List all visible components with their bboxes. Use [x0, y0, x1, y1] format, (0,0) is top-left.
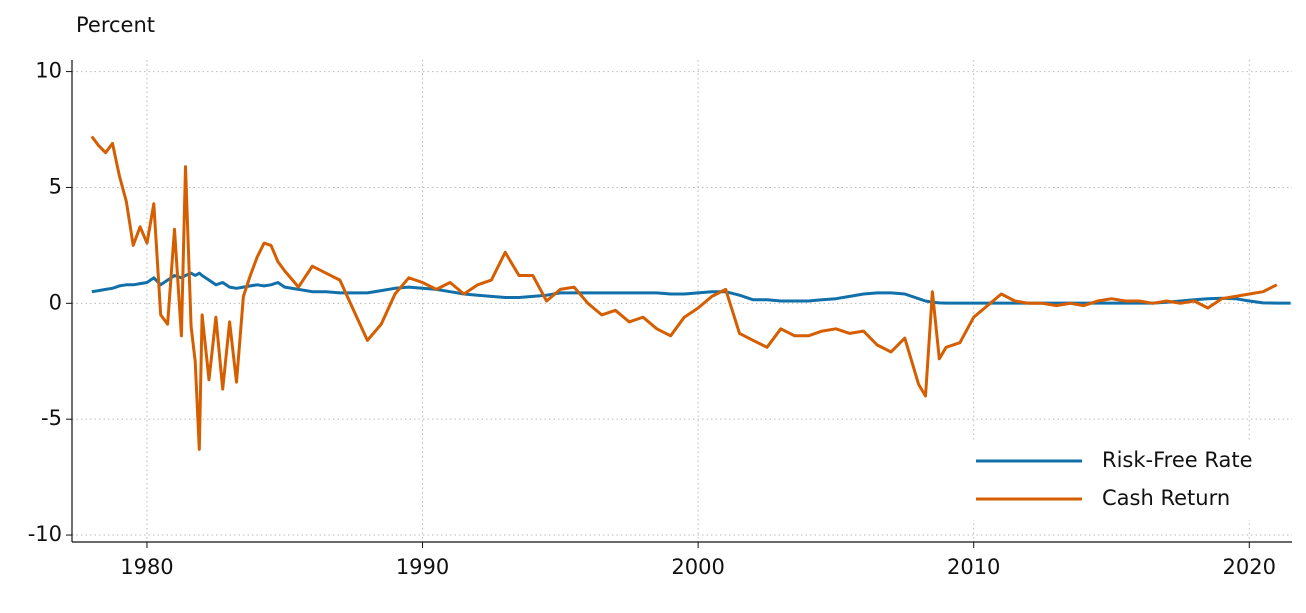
- y-tick-label: 5: [49, 174, 62, 198]
- y-tick-label: -5: [41, 406, 62, 430]
- x-tick-label: 2010: [947, 555, 1000, 579]
- x-tick-label: 2020: [1223, 555, 1276, 579]
- x-tick-label: 1980: [120, 555, 173, 579]
- x-tick-label: 2000: [671, 555, 724, 579]
- legend-box: [960, 440, 1288, 520]
- legend-label: Risk-Free Rate: [1102, 448, 1253, 472]
- x-tick-label: 1990: [396, 555, 449, 579]
- y-axis-label: Percent: [76, 13, 155, 37]
- y-tick-label: -10: [28, 522, 62, 546]
- legend-label: Cash Return: [1102, 486, 1230, 510]
- y-tick-label: 0: [49, 290, 62, 314]
- line-series: [90, 135, 1278, 451]
- y-tick-label: 10: [35, 59, 62, 83]
